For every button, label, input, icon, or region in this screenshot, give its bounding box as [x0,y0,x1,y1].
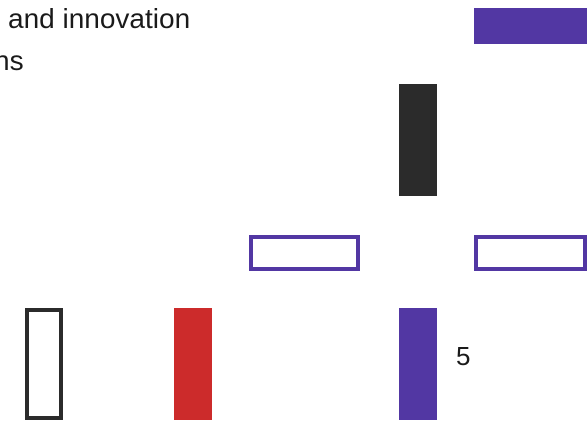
number-label: 5 [456,341,471,371]
purple-outline-bar-right [474,235,587,271]
black-filled-bar [399,84,437,196]
purple-outline-bar-left [249,235,360,271]
red-filled-bar-bottom [174,308,212,420]
black-outline-bar-bottom [25,308,63,420]
heading-text-line-1: l and innovation [0,3,191,34]
purple-filled-bar-top [474,8,587,44]
purple-filled-bar-bottom [399,308,437,420]
heading-text-line-2: ns [0,45,24,76]
